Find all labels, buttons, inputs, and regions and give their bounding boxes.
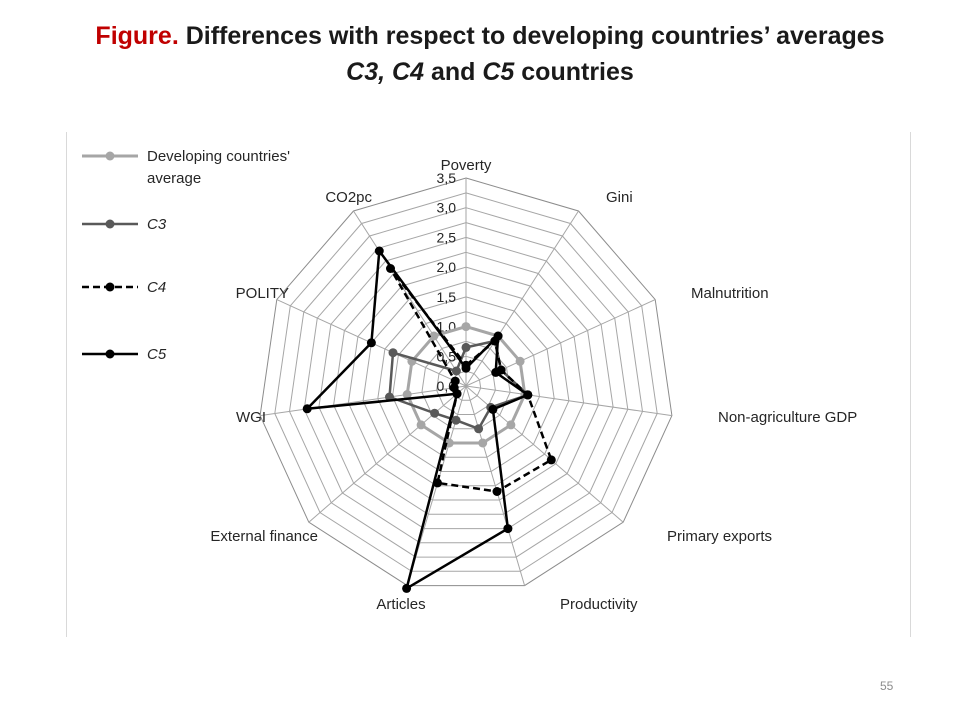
legend-label: C4 <box>147 279 166 296</box>
grid-ring <box>274 192 658 572</box>
series-point <box>491 367 501 377</box>
series-point <box>461 363 471 373</box>
grid-ring <box>259 177 673 587</box>
grid-ring <box>288 207 644 558</box>
axis-label: POLITY <box>236 285 289 302</box>
title-part: countries <box>514 58 634 86</box>
title-part: C3 <box>346 58 379 86</box>
axis-label: Articles <box>376 596 425 613</box>
legend-label: C3 <box>147 216 167 233</box>
grid-ring <box>333 251 599 515</box>
title-part: C5 <box>482 58 515 86</box>
legend-label: C5 <box>147 346 167 363</box>
grid-ring <box>421 340 511 430</box>
series-point <box>523 390 533 400</box>
tick-label: 1,5 <box>437 289 457 305</box>
grid-ring <box>377 296 555 472</box>
legend-label: average <box>147 170 201 187</box>
title-prefix: Figure. <box>95 22 179 50</box>
grid-ring <box>303 222 629 544</box>
tick-label: 3,5 <box>437 170 457 186</box>
chart-area: 0,0 0,5 1,0 1,5 2,0 2,5 3,0 3,5 Poverty Gini Malnu… <box>66 132 911 637</box>
tick-label: 2,5 <box>437 229 457 245</box>
title-part: C4 <box>392 58 425 86</box>
series-point <box>503 524 513 534</box>
axis-label: Gini <box>606 189 633 206</box>
series-point <box>474 424 484 434</box>
series-point <box>478 438 488 448</box>
series-point <box>506 420 516 430</box>
series-point <box>388 348 398 358</box>
title-part: , <box>378 58 393 86</box>
series-point <box>402 390 412 399</box>
title-line-1: Figure. Differences with respect to deve… <box>40 18 940 54</box>
series-point <box>461 322 471 332</box>
axis-label: Non-agriculture GDP <box>718 409 857 426</box>
series-point <box>429 331 439 341</box>
axis-label: Malnutrition <box>691 285 769 302</box>
series-point <box>430 408 440 418</box>
series-line <box>305 249 530 590</box>
series-line <box>389 267 553 493</box>
series-point <box>546 455 556 465</box>
legend-swatch-marker <box>105 151 115 161</box>
grid-spoke <box>353 210 467 387</box>
tick-label: 2,0 <box>437 259 457 275</box>
series-point <box>374 246 384 256</box>
series-point <box>493 331 503 341</box>
legend-swatch-marker <box>105 219 115 229</box>
legend-swatch-marker <box>105 349 115 359</box>
series-point <box>461 342 471 352</box>
legend-label: Developing countries' <box>147 148 290 165</box>
axis-label: Poverty <box>441 157 492 174</box>
series-point <box>452 389 462 399</box>
axis-label: External finance <box>210 528 318 545</box>
axis-label: Primary exports <box>667 528 772 545</box>
grid-spoke <box>308 385 467 523</box>
tick-label: 0,5 <box>437 348 457 364</box>
legend-swatch-marker <box>105 282 115 292</box>
series-point <box>451 415 461 425</box>
axis-label: WGI <box>236 409 266 426</box>
series-point <box>450 376 460 386</box>
series-point <box>366 338 376 348</box>
grid-spoke <box>465 385 672 417</box>
series-point <box>416 420 426 430</box>
series-point <box>444 438 454 448</box>
tick-label: 3,0 <box>437 200 457 216</box>
series-line <box>388 339 530 431</box>
grid-ring <box>347 266 585 501</box>
grid-spoke <box>260 385 467 417</box>
series-point <box>515 356 525 366</box>
grid-spoke <box>465 385 526 586</box>
series-line <box>405 325 527 445</box>
series-point <box>488 404 498 414</box>
series-point <box>492 487 502 496</box>
grid-ring <box>436 355 496 415</box>
title-main-text: Differences with respect to developing c… <box>178 22 885 50</box>
axis-label: CO2pc <box>325 189 372 206</box>
slide-number: 55 <box>880 679 894 693</box>
figure-title: Figure. Differences with respect to deve… <box>40 18 940 90</box>
series-point <box>302 404 312 414</box>
grid-spoke <box>465 210 579 387</box>
radar-chart: 0,00,51,01,52,02,53,03,5PovertyGiniMalnu… <box>82 148 857 613</box>
grid-ring <box>318 236 614 530</box>
chart-frame-right-border <box>910 132 911 637</box>
title-line-2: C3, C4 and C5 countries <box>40 54 940 90</box>
title-part: and <box>424 58 483 86</box>
chart-frame-left-border <box>66 132 67 637</box>
series-point <box>402 583 412 593</box>
axis-label: Productivity <box>560 596 638 613</box>
series-point <box>451 366 461 376</box>
grid-ring <box>391 311 541 458</box>
